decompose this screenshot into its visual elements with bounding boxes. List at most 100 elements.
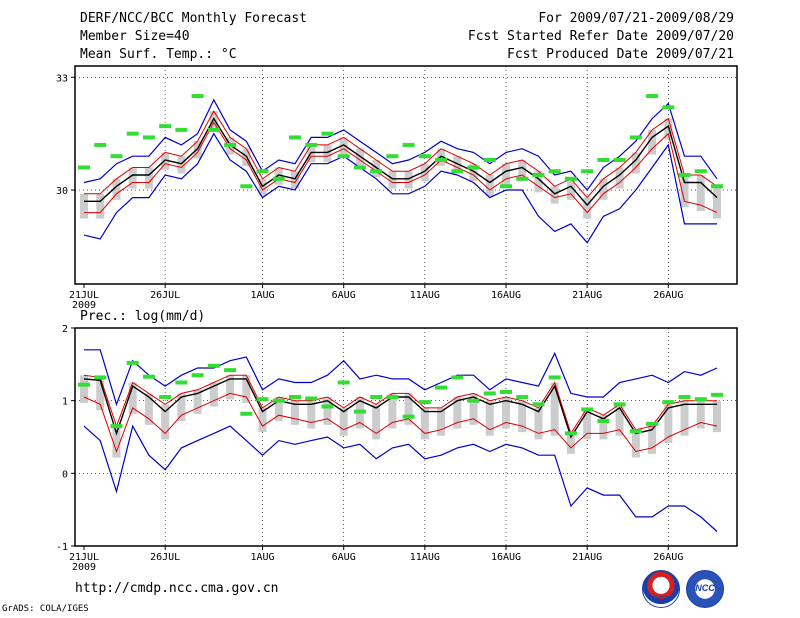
temp-observed-marker: [321, 131, 334, 136]
precip-series-mean-line: [83, 378, 717, 439]
temp-observed-marker: [126, 131, 139, 136]
temp-x-tick-label: 6AUG: [332, 290, 356, 301]
temp-observed-marker: [402, 142, 415, 147]
temp-x-tick-label: 16AUG: [491, 290, 521, 301]
precip-y-tick-label: 2: [62, 324, 68, 335]
precip-observed-marker: [629, 429, 642, 434]
precip-observed-marker: [353, 409, 366, 414]
precip-spread-box: [631, 429, 640, 458]
temp-observed-marker: [386, 154, 399, 159]
precip-observed-marker: [370, 395, 383, 400]
precip-spread-box: [404, 393, 413, 425]
precip-observed-marker: [272, 398, 285, 403]
temp-spread-box: [161, 152, 170, 170]
temp-observed-marker: [159, 124, 172, 129]
precip-observed-marker: [662, 400, 675, 405]
precip-observed-marker: [126, 360, 139, 365]
temp-observed-marker: [224, 142, 237, 147]
temp-series-lower-line: [84, 110, 718, 199]
temp-observed-marker: [597, 157, 610, 162]
temp-observed-marker: [662, 105, 675, 110]
precip-spread-box: [161, 404, 170, 440]
temp-observed-marker: [353, 165, 366, 170]
temp-y-tick-label: 30: [56, 186, 68, 197]
precip-x-tick-label: 1AUG: [250, 552, 274, 563]
precip-spread-box: [469, 393, 478, 425]
temp-spread-box: [404, 171, 413, 189]
precip-spread-box: [566, 433, 575, 454]
temp-spread-box: [80, 193, 88, 219]
temp-spread-box: [355, 148, 364, 166]
precip-observed-marker: [483, 391, 496, 396]
temp-spread-box: [550, 186, 559, 204]
precip-observed-marker: [564, 431, 577, 436]
precip-spread-box: [209, 382, 218, 407]
temp-y-tick-label: 33: [56, 73, 68, 84]
temp-observed-marker: [175, 127, 188, 132]
temp-spread-box: [274, 167, 283, 185]
precip-spread-box: [485, 400, 494, 436]
precip-spread-box: [680, 400, 689, 436]
precip-spread-box: [437, 407, 446, 436]
source-url[interactable]: http://cmdp.ncc.cma.gov.cn: [75, 581, 279, 596]
temp-spread-box: [664, 118, 673, 140]
precip-spread-box: [550, 382, 559, 436]
temp-spread-box: [291, 171, 299, 189]
temp-observed-marker: [678, 173, 691, 177]
precip-spread-box: [599, 415, 608, 440]
temp-series-min-line: [83, 98, 718, 191]
precip-observed-marker: [207, 363, 220, 368]
precip-spread-box: [518, 400, 527, 433]
temp-x-tick-label: 21JUL: [69, 290, 99, 301]
ncc-logo-text: NCC: [695, 583, 715, 593]
precip-spread-box: [128, 382, 137, 414]
precip-spread-box: [388, 393, 397, 429]
temp-spread-box: [420, 163, 429, 181]
temp-spread-box: [453, 156, 462, 174]
precip-observed-marker: [451, 375, 464, 380]
precip-observed-marker: [289, 395, 301, 400]
temp-observed-marker: [272, 176, 285, 181]
precip-x-tick-label: 6AUG: [332, 552, 356, 563]
precip-observed-marker: [613, 402, 626, 407]
temp-spread-box: [339, 137, 348, 155]
temp-spread-box: [96, 193, 105, 219]
precip-observed-marker: [581, 407, 594, 412]
precip-spread-box: [291, 400, 299, 425]
temp-observed-marker: [500, 184, 512, 189]
precip-observed-marker: [142, 374, 155, 379]
ncc-logo: NCC: [686, 570, 724, 608]
precip-y-tick-label: 0: [62, 469, 68, 480]
temp-observed-marker: [94, 142, 107, 147]
precip-spread-box: [274, 397, 283, 422]
temp-observed-marker: [256, 169, 269, 174]
temp-x-tick-label: 21AUG: [572, 290, 602, 301]
produced-date: Fcst Produced Date 2009/07/21: [507, 47, 734, 62]
temp-spread-box: [193, 141, 202, 159]
temp-spread-box: [485, 175, 494, 197]
temp-observed-marker: [337, 154, 350, 159]
precip-observed-marker: [159, 395, 172, 400]
temp-observed-marker: [370, 169, 383, 174]
precip-series-upper-line: [83, 392, 718, 453]
precip-spread-box: [583, 407, 592, 440]
precip-observed-marker: [516, 395, 529, 400]
temp-spread-box: [502, 163, 510, 185]
precip-observed-marker: [532, 402, 545, 407]
temp-observed-marker: [305, 142, 318, 147]
temp-observed-marker: [78, 165, 90, 170]
temp-spread-box: [388, 171, 397, 189]
precip-spread-box: [96, 377, 105, 411]
temp-x-tick-label: 26AUG: [653, 290, 683, 301]
temp-spread-box: [258, 178, 267, 197]
precip-observed-marker: [78, 382, 90, 387]
precip-observed-marker: [402, 414, 415, 419]
temp-x-tick-label: 11AUG: [410, 290, 440, 301]
temp-observed-marker: [289, 135, 301, 140]
temp-spread-box: [631, 152, 640, 174]
precip-spread-box: [80, 375, 88, 404]
precip-observed-marker: [386, 395, 399, 400]
precip-observed-marker: [94, 375, 107, 380]
temp-spread-box: [615, 167, 624, 189]
